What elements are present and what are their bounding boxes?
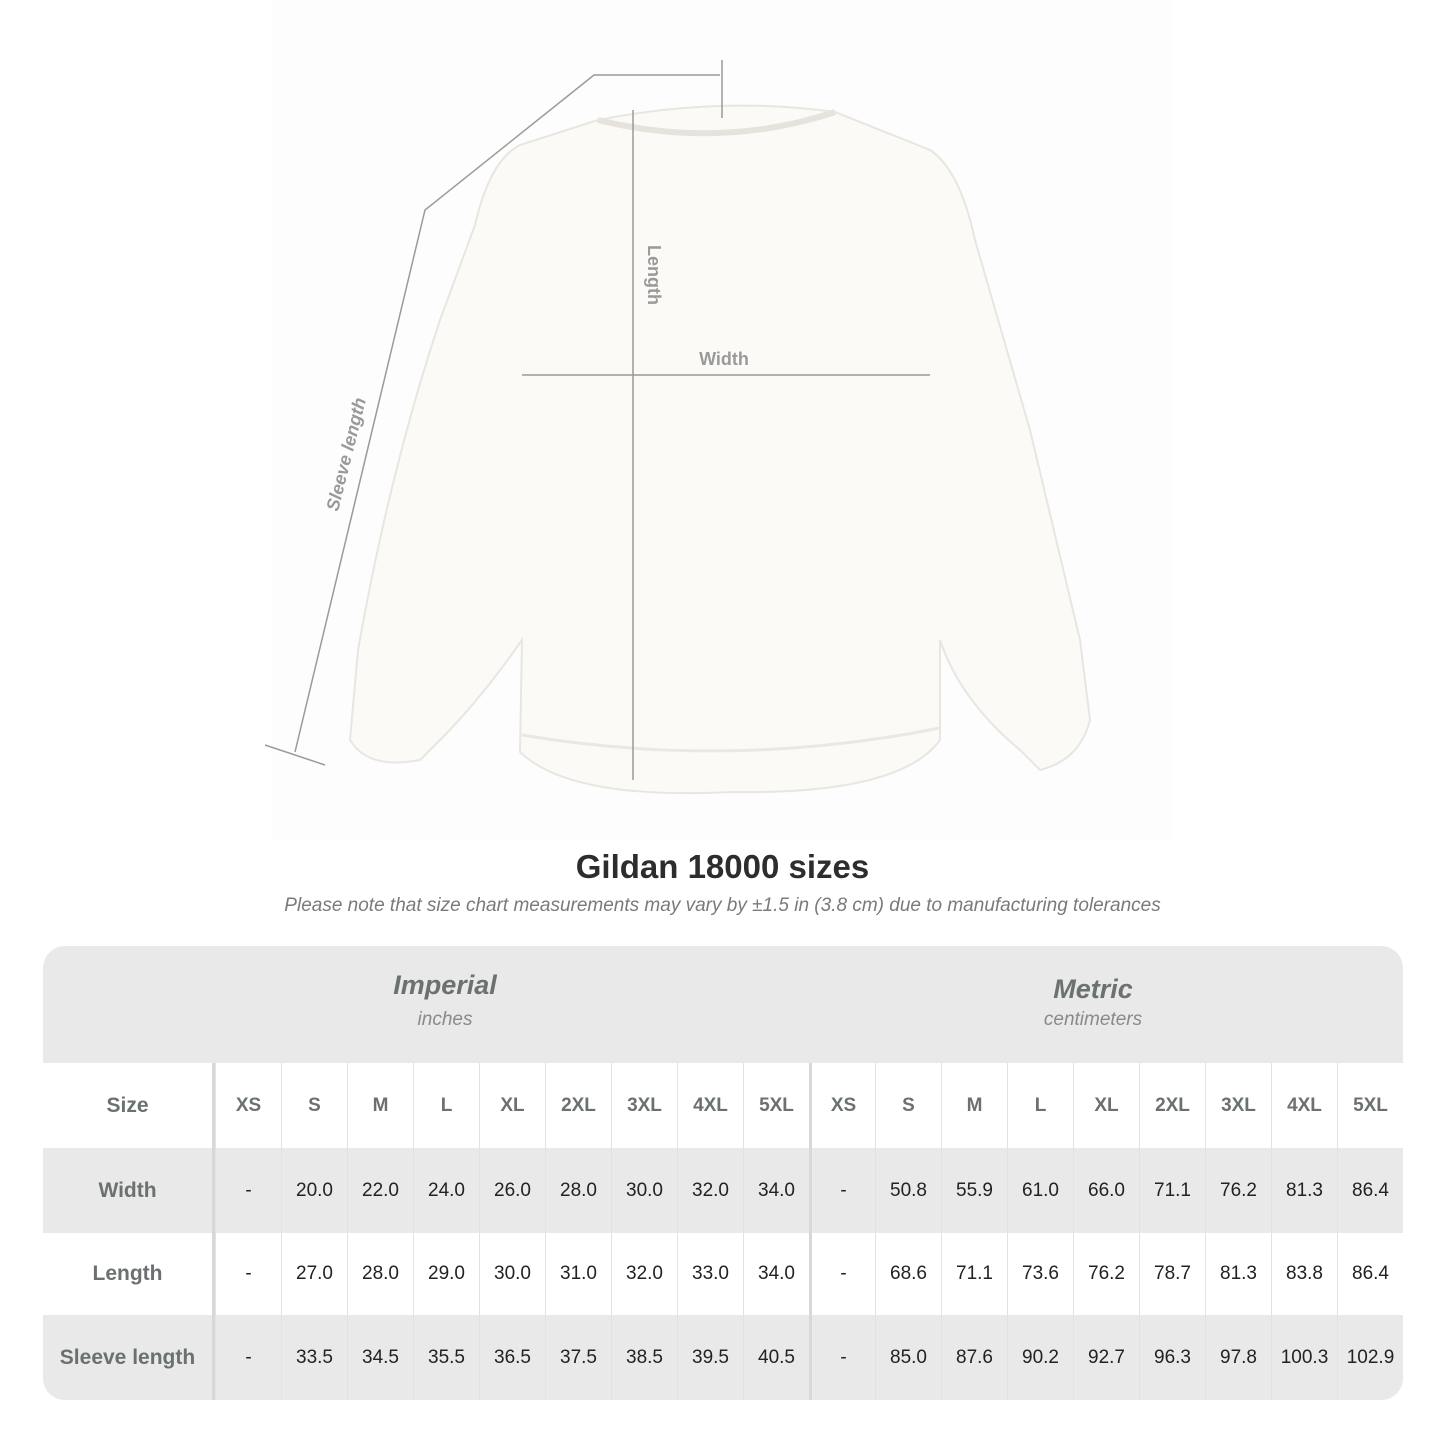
- metric-value: 102.9: [1337, 1315, 1403, 1400]
- imperial-value: 39.5: [677, 1315, 743, 1400]
- size-column-header: S: [281, 1063, 347, 1148]
- metric-value: -: [809, 1315, 875, 1400]
- size-column-header: M: [347, 1063, 413, 1148]
- imperial-value: 36.5: [479, 1315, 545, 1400]
- imperial-value: 32.0: [677, 1148, 743, 1233]
- imperial-value: 24.0: [413, 1148, 479, 1233]
- metric-title: Metric: [1053, 974, 1133, 1004]
- size-column-header: XL: [479, 1063, 545, 1148]
- imperial-value: 28.0: [545, 1148, 611, 1233]
- size-column-header: 4XL: [677, 1063, 743, 1148]
- size-column-header: XS: [215, 1063, 281, 1148]
- metric-value: 92.7: [1073, 1315, 1139, 1400]
- metric-value: 76.2: [1073, 1233, 1139, 1315]
- metric-value: -: [809, 1233, 875, 1315]
- imperial-unit: inches: [417, 1009, 473, 1030]
- imperial-value: 30.0: [479, 1233, 545, 1315]
- metric-value: 61.0: [1007, 1148, 1073, 1233]
- metric-value: 66.0: [1073, 1148, 1139, 1233]
- size-column-header: XS: [809, 1063, 875, 1148]
- size-column-header: 2XL: [545, 1063, 611, 1148]
- imperial-value: 31.0: [545, 1233, 611, 1315]
- size-column-header: L: [413, 1063, 479, 1148]
- size-column-header: XL: [1073, 1063, 1139, 1148]
- table-row-length: Length -27.0 28.0 29.0 30.0 31.0 32.0 33.0 34.0-…: [43, 1233, 1403, 1315]
- row-label: Size: [43, 1063, 215, 1148]
- imperial-value: 38.5: [611, 1315, 677, 1400]
- metric-value: 76.2: [1205, 1148, 1271, 1233]
- imperial-value: 40.5: [743, 1315, 809, 1400]
- imperial-value: -: [215, 1233, 281, 1315]
- metric-value: 71.1: [941, 1233, 1007, 1315]
- size-column-header: S: [875, 1063, 941, 1148]
- imperial-value: 34.0: [743, 1148, 809, 1233]
- imperial-value: 20.0: [281, 1148, 347, 1233]
- imperial-value: 22.0: [347, 1148, 413, 1233]
- size-column-header: 4XL: [1271, 1063, 1337, 1148]
- size-column-header: M: [941, 1063, 1007, 1148]
- metric-value: 81.3: [1271, 1148, 1337, 1233]
- metric-value: 78.7: [1139, 1233, 1205, 1315]
- size-header-row: Size XS S M L XL 2XL 3XL 4XL 5XL XS S M L XL 2XL 3XL 4XL 5…: [43, 1063, 1403, 1148]
- tolerance-note: Please note that size chart measurements…: [284, 895, 1161, 916]
- row-label: Length: [43, 1233, 215, 1315]
- metric-value: -: [809, 1148, 875, 1233]
- length-label: Length: [644, 245, 664, 305]
- imperial-value: 35.5: [413, 1315, 479, 1400]
- imperial-value: -: [215, 1315, 281, 1400]
- imperial-value: 27.0: [281, 1233, 347, 1315]
- metric-value: 55.9: [941, 1148, 1007, 1233]
- imperial-value: 37.5: [545, 1315, 611, 1400]
- imperial-value: 33.0: [677, 1233, 743, 1315]
- size-column-header: 3XL: [611, 1063, 677, 1148]
- table-row-sleeve-length: Sleeve length -33.5 34.5 35.5 36.5 37.5 38.5 39…: [43, 1315, 1403, 1400]
- imperial-value: 26.0: [479, 1148, 545, 1233]
- metric-value: 73.6: [1007, 1233, 1073, 1315]
- metric-value: 68.6: [875, 1233, 941, 1315]
- imperial-value: -: [215, 1148, 281, 1233]
- imperial-value: 33.5: [281, 1315, 347, 1400]
- size-column-header: 5XL: [743, 1063, 809, 1148]
- imperial-value: 34.0: [743, 1233, 809, 1315]
- metric-value: 85.0: [875, 1315, 941, 1400]
- metric-value: 96.3: [1139, 1315, 1205, 1400]
- metric-value: 100.3: [1271, 1315, 1337, 1400]
- metric-value: 86.4: [1337, 1233, 1403, 1315]
- sweatshirt-illustration: Length Width Sleeve length: [264, 60, 1092, 795]
- metric-value: 71.1: [1139, 1148, 1205, 1233]
- sleeve-measure-line: [294, 74, 720, 753]
- size-column-header: 2XL: [1139, 1063, 1205, 1148]
- size-table: Imperial inches Metric centimeters Size X…: [43, 946, 1403, 1400]
- size-column-header: L: [1007, 1063, 1073, 1148]
- metric-value: 86.4: [1337, 1148, 1403, 1233]
- metric-value: 83.8: [1271, 1233, 1337, 1315]
- chart-title: Gildan 18000 sizes: [575, 848, 870, 885]
- metric-unit: centimeters: [1043, 1009, 1143, 1030]
- row-label: Width: [43, 1148, 215, 1233]
- imperial-value: 34.5: [347, 1315, 413, 1400]
- table-row-width: Width -20.0 22.0 24.0 26.0 28.0 30.0 32.0 34.0-5…: [43, 1148, 1403, 1233]
- metric-value: 90.2: [1007, 1315, 1073, 1400]
- imperial-value: 32.0: [611, 1233, 677, 1315]
- width-label: Width: [699, 349, 749, 369]
- metric-value: 87.6: [941, 1315, 1007, 1400]
- size-column-header: 5XL: [1337, 1063, 1403, 1148]
- metric-value: 81.3: [1205, 1233, 1271, 1315]
- row-label: Sleeve length: [43, 1315, 215, 1400]
- imperial-header: Imperial inches: [215, 946, 675, 1063]
- imperial-value: 29.0: [413, 1233, 479, 1315]
- imperial-title: Imperial: [393, 970, 497, 1000]
- sweatshirt-image: [348, 104, 1092, 795]
- imperial-value: 28.0: [347, 1233, 413, 1315]
- metric-value: 97.8: [1205, 1315, 1271, 1400]
- size-grid: Size XS S M L XL 2XL 3XL 4XL 5XL XS S M L XL 2XL 3XL 4XL 5…: [43, 1063, 1403, 1400]
- imperial-value: 30.0: [611, 1148, 677, 1233]
- size-column-header: 3XL: [1205, 1063, 1271, 1148]
- metric-header: Metric centimeters: [863, 946, 1323, 1063]
- metric-value: 50.8: [875, 1148, 941, 1233]
